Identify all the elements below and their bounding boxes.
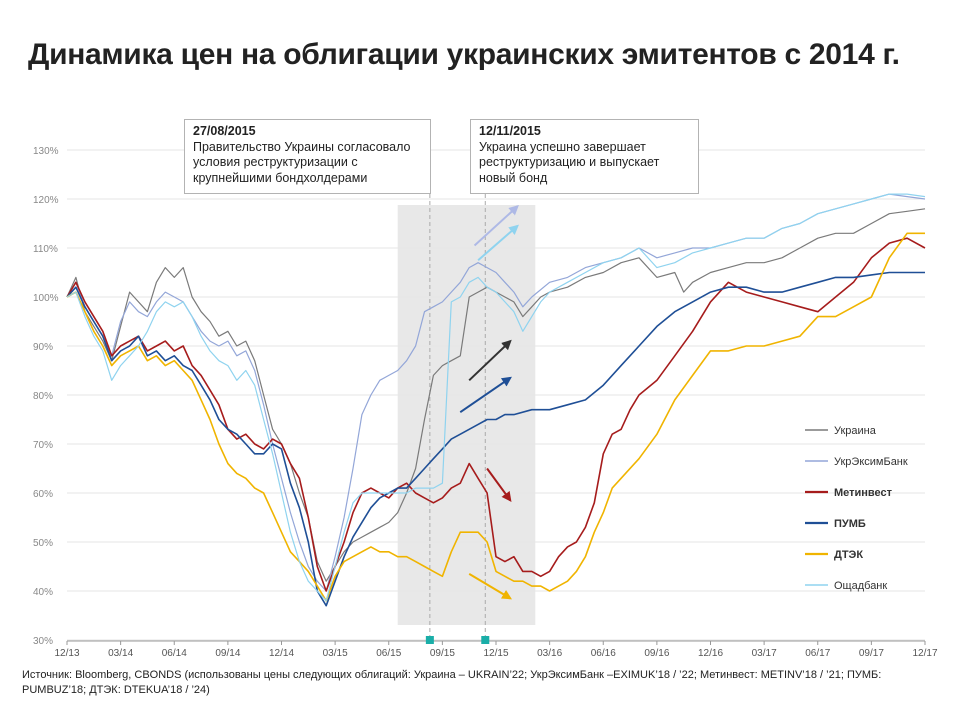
- event-marker: [481, 636, 490, 644]
- trend-arrow: [468, 339, 512, 382]
- y-tick-label: 120%: [33, 195, 59, 206]
- trend-arrow: [486, 467, 512, 502]
- x-tick-label: 09/16: [644, 648, 669, 659]
- x-tick-label: 09/15: [430, 648, 455, 659]
- series-line-Ощадбанк: [66, 193, 926, 602]
- x-tick-label: 12/15: [483, 648, 508, 659]
- legend-label: ДТЭК: [834, 549, 863, 561]
- x-tick-label: 09/14: [215, 648, 240, 659]
- page-title: Динамика цен на облигации украинских эми…: [28, 38, 900, 71]
- series-line-ДТЭК: [66, 232, 925, 602]
- event-marker: [425, 636, 434, 644]
- x-tick-label: 03/17: [752, 648, 777, 659]
- trend-arrow: [468, 572, 513, 600]
- annotation-restructuring-complete: 12/11/2015 Украина успешно завершает рес…: [470, 119, 699, 194]
- series-line-Метинвест: [66, 237, 926, 592]
- x-tick-label: 03/15: [323, 648, 348, 659]
- y-tick-label: 90%: [33, 342, 53, 353]
- source-note: Источник: Bloomberg, CBONDS (использован…: [22, 669, 882, 696]
- x-tick-label: 06/15: [376, 648, 401, 659]
- annotation-restructuring-agreement: 27/08/2015 Правительство Украины согласо…: [184, 119, 431, 194]
- series-line-УкрЭксимБанк: [66, 193, 926, 592]
- y-tick-label: 80%: [33, 391, 53, 402]
- series-line-ПУМБ: [66, 271, 925, 607]
- annotation-text: Украина успешно завершает реструктуризац…: [479, 139, 660, 185]
- trend-arrow: [459, 376, 512, 413]
- legend-label: УкрЭксимБанк: [834, 456, 908, 468]
- y-tick-label: 130%: [33, 146, 59, 157]
- x-tick-label: 03/14: [108, 648, 133, 659]
- legend-label: ПУМБ: [834, 518, 866, 530]
- x-tick-label: 06/16: [591, 648, 616, 659]
- trend-arrow: [477, 224, 519, 262]
- x-tick-label: 12/13: [54, 648, 79, 659]
- y-tick-label: 110%: [33, 244, 58, 255]
- x-tick-label: 03/16: [537, 648, 562, 659]
- x-tick-label: 09/17: [859, 648, 884, 659]
- y-tick-label: 100%: [33, 293, 59, 304]
- legend-label: Ощадбанк: [834, 580, 887, 592]
- x-tick-label: 12/14: [269, 648, 294, 659]
- annotation-date: 27/08/2015: [193, 124, 256, 138]
- x-tick-label: 06/17: [805, 648, 830, 659]
- annotation-date: 12/11/2015: [479, 124, 541, 138]
- y-tick-label: 30%: [33, 636, 53, 647]
- trend-arrow: [473, 205, 519, 247]
- y-tick-label: 60%: [33, 489, 53, 500]
- x-tick-label: 12/17: [912, 648, 937, 659]
- legend-label: Украина: [834, 425, 877, 437]
- y-tick-label: 50%: [33, 538, 53, 549]
- y-tick-label: 40%: [33, 587, 53, 598]
- legend-label: Метинвест: [834, 487, 893, 499]
- annotation-text: Правительство Украины согласовало услови…: [193, 139, 411, 185]
- x-tick-label: 06/14: [162, 648, 187, 659]
- x-tick-label: 12/16: [698, 648, 723, 659]
- y-tick-label: 70%: [33, 440, 53, 451]
